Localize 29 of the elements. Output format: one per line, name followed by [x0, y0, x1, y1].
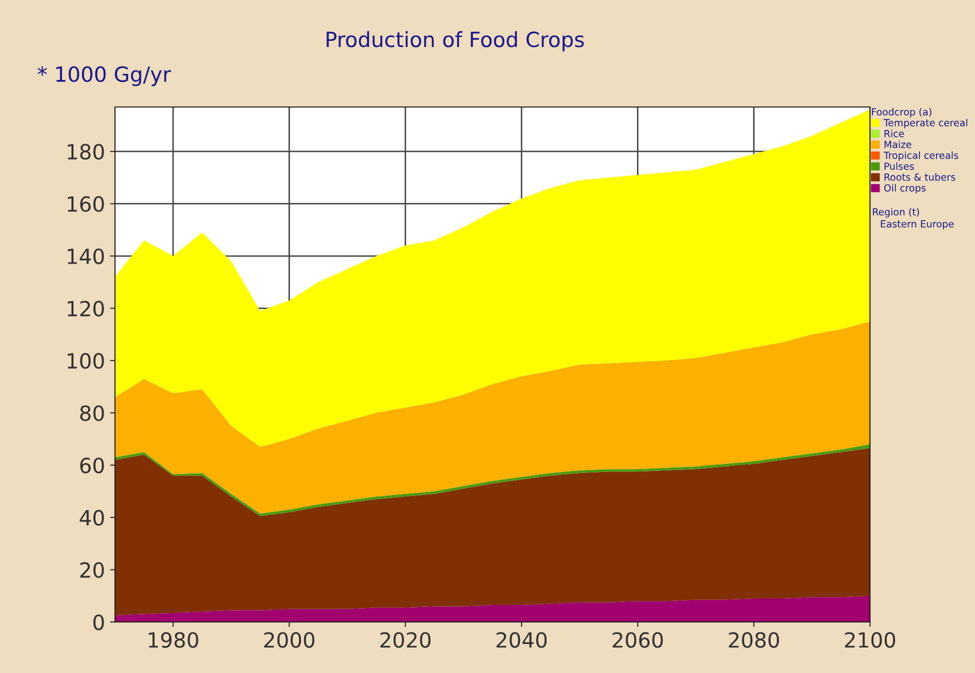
y-tick-label: 60 — [80, 458, 104, 474]
text: Eastern Europe — [880, 220, 954, 230]
x-tick-label: 2000 — [264, 632, 314, 648]
y-tick-label: 140 — [68, 248, 104, 264]
y-tick-label: 160 — [68, 196, 104, 212]
legend-title: Foodcrop (a) — [872, 108, 932, 118]
chart-title: Production of Food Crops — [326, 31, 584, 52]
x-tick-label: 2040 — [496, 632, 547, 648]
legend-label: Maize — [884, 140, 912, 148]
y-tick-label: 20 — [80, 562, 104, 578]
y-axis-title: * 1000 Gg/yr — [38, 66, 171, 86]
x-tick-label: 2020 — [380, 632, 431, 648]
y-tick-label: 80 — [80, 405, 104, 422]
legend-label: Pulses — [884, 162, 914, 170]
x-tick-label: 2080 — [728, 632, 779, 648]
legend-label: Roots & tubers — [884, 173, 956, 181]
series-label: Temperate cereal — [884, 118, 968, 128]
y-tick-label: 100 — [68, 353, 104, 369]
legend-label: Oil crops — [884, 184, 926, 194]
y-tick-label: 40 — [80, 510, 104, 526]
y-tick-label: 120 — [68, 300, 104, 317]
x-tick-label: 2100 — [845, 632, 896, 648]
text: Region (t) — [872, 208, 919, 218]
x-tick-label: 1980 — [148, 632, 198, 648]
legend-label: Rice — [884, 130, 904, 138]
y-tick-label: 180 — [68, 144, 104, 160]
x-tick-label: 2060 — [612, 632, 663, 648]
legend-label: Tropical cereals — [884, 151, 958, 161]
y-tick-label: 0 — [93, 614, 104, 630]
